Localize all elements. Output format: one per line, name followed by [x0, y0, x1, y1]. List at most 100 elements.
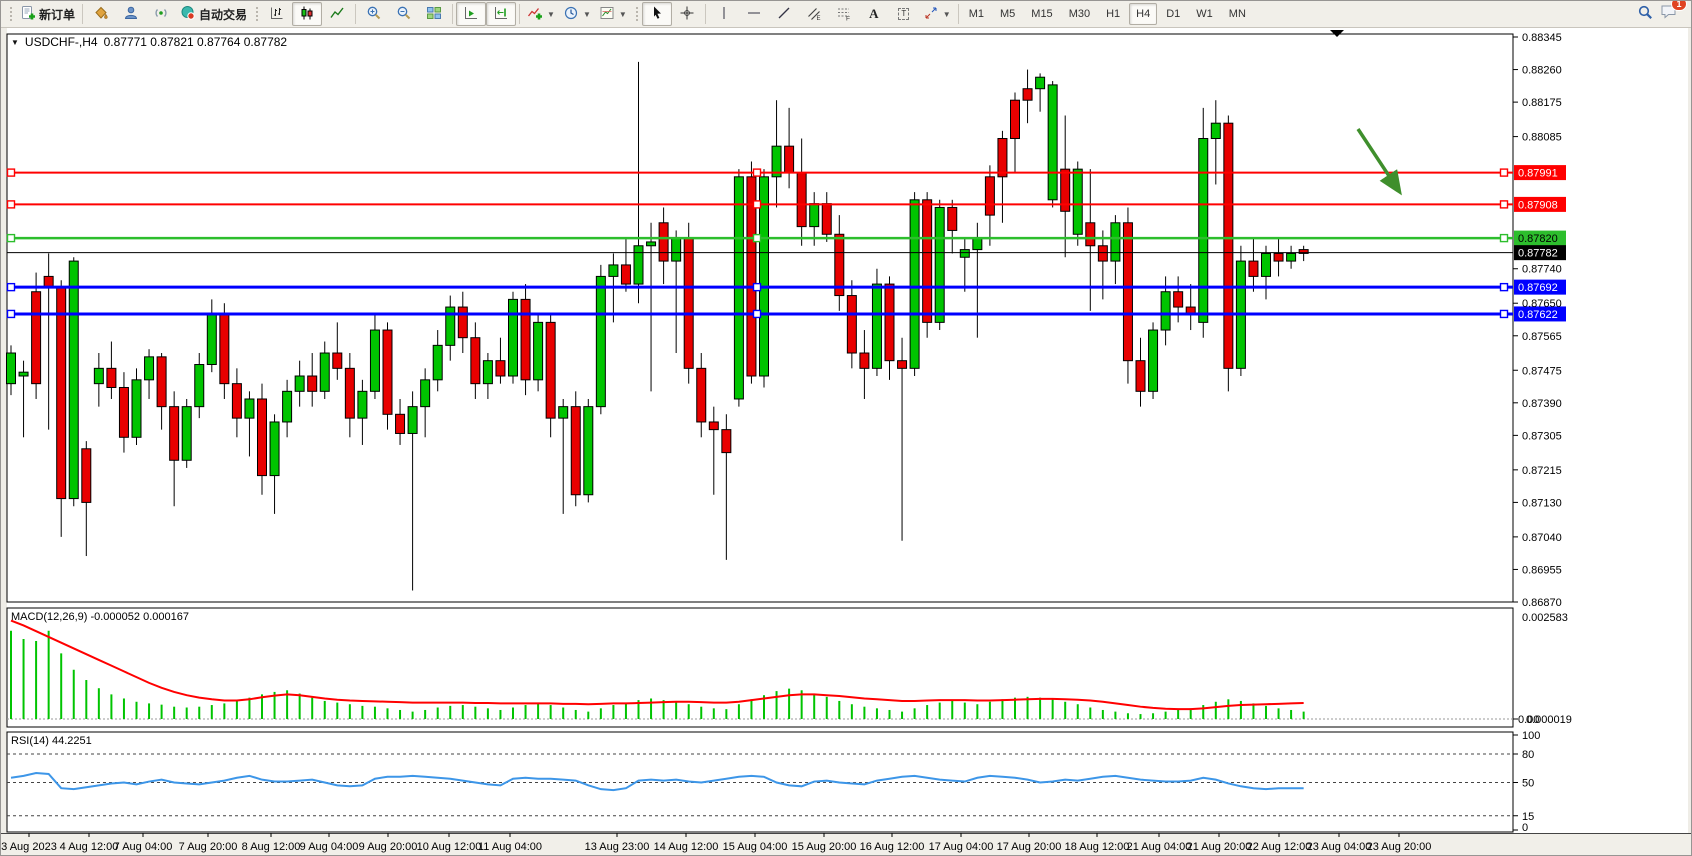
candle — [332, 322, 343, 380]
candle — [620, 238, 631, 292]
channel-icon: E — [806, 5, 822, 24]
candle — [934, 199, 945, 331]
candlestick-chart-button[interactable] — [292, 2, 323, 26]
label-tool-button[interactable]: T — [889, 2, 919, 26]
price-level-line[interactable] — [6, 200, 1513, 209]
candle — [457, 291, 468, 354]
candle — [43, 253, 54, 430]
line-handle — [1499, 309, 1509, 319]
signals-button[interactable] — [146, 2, 176, 26]
cursor-arrow-icon — [649, 5, 665, 24]
timeframe-button-h1[interactable]: H1 — [1106, 8, 1121, 20]
rsi-line — [10, 771, 1304, 792]
zoom-in-button[interactable] — [359, 2, 389, 26]
svg-text:0.87390: 0.87390 — [1522, 398, 1562, 410]
candle — [997, 130, 1008, 223]
chart-shift-button[interactable] — [486, 2, 517, 26]
text-tool-button[interactable]: A — [859, 2, 889, 26]
candle — [1122, 207, 1133, 384]
candle — [231, 368, 242, 438]
timeframe-button-m30[interactable]: M30 — [1068, 8, 1091, 20]
price-level-line[interactable] — [6, 168, 1513, 177]
trendline-tool-button[interactable] — [769, 2, 799, 26]
fibonacci-tool-button[interactable]: F — [829, 2, 859, 26]
last-bar-marker — [1330, 30, 1344, 37]
trend-arrow-annotation[interactable] — [1356, 128, 1402, 196]
candle — [1185, 284, 1196, 331]
price-axis[interactable]: 0.88345 0.88260 0.88175 0.88085 0.87740 0.876… — [1513, 32, 1562, 609]
svg-text:9 Aug 20:00: 9 Aug 20:00 — [359, 841, 418, 853]
svg-text:0.88085: 0.88085 — [1522, 132, 1562, 144]
fibonacci-icon: F — [836, 5, 852, 24]
chart-client-area: 0.87991 0.87908 0.87820 0.87692 0.87622 0.877… — [1, 28, 1692, 856]
svg-text:13 Aug 23:00: 13 Aug 23:00 — [585, 841, 650, 853]
svg-text:15 Aug 04:00: 15 Aug 04:00 — [723, 841, 788, 853]
zoom-out-button[interactable] — [389, 2, 419, 26]
svg-text:7 Aug 04:00: 7 Aug 04:00 — [114, 841, 173, 853]
chart-ohlc-values: 0.87771 0.87821 0.87764 0.87782 — [103, 35, 288, 49]
tile-windows-button[interactable] — [419, 2, 449, 26]
timeframe-button-h4[interactable]: H4 — [1129, 3, 1158, 25]
line-handle — [6, 282, 16, 292]
candle — [1261, 245, 1271, 300]
crosshair-button[interactable] — [672, 2, 702, 26]
notifications-button[interactable]: 1 — [1660, 1, 1687, 25]
svg-text:0.87692: 0.87692 — [1518, 282, 1558, 294]
candle — [219, 303, 230, 399]
timeframe-button-m5[interactable]: M5 — [1000, 8, 1016, 20]
styles-bucket-button[interactable] — [86, 2, 116, 26]
arrows-tool-button[interactable]: ▼ — [919, 2, 955, 26]
price-level-line[interactable] — [6, 233, 1513, 243]
symbol-dropdown-icon[interactable]: ▼ — [11, 37, 19, 47]
auto-trading-label: 自动交易 — [199, 7, 248, 22]
timeframe-button-w1[interactable]: W1 — [1196, 8, 1213, 20]
candlestick-icon — [299, 5, 315, 24]
indicators-button[interactable]: ▼ — [523, 2, 559, 26]
channel-tool-button[interactable]: E — [799, 2, 829, 26]
price-level-line[interactable] — [6, 282, 1513, 292]
new-order-button[interactable]: 新订单 — [16, 2, 79, 26]
timeframe-button-mn[interactable]: MN — [1228, 8, 1246, 20]
auto-scroll-button[interactable] — [456, 2, 487, 26]
vertical-line-tool-button[interactable] — [709, 2, 739, 26]
svg-text:0.87991: 0.87991 — [1518, 168, 1558, 180]
svg-text:0.000019: 0.000019 — [1526, 714, 1572, 726]
zoom-out-icon — [396, 5, 412, 24]
candle — [1085, 169, 1096, 311]
candle — [746, 161, 757, 384]
template-icon — [599, 5, 615, 24]
candle — [282, 379, 293, 438]
timeframe-button-m15[interactable]: M15 — [1031, 8, 1053, 20]
time-axis[interactable]: 3 Aug 2023 4 Aug 12:007 Aug 04:00 7 Aug 20… — [1, 833, 1431, 853]
candle — [1135, 337, 1146, 407]
horizontal-line-tool-button[interactable] — [739, 2, 769, 26]
candle — [1173, 276, 1184, 323]
profiles-button[interactable] — [116, 2, 146, 26]
candle — [206, 299, 217, 373]
svg-text:15: 15 — [1522, 811, 1534, 823]
timeframe-button-d1[interactable]: D1 — [1166, 8, 1181, 20]
chart-canvas[interactable]: 0.87991 0.87908 0.87820 0.87692 0.87622 0.877… — [1, 28, 1692, 856]
search-button[interactable] — [1630, 2, 1660, 26]
candle — [93, 353, 104, 407]
candle — [407, 391, 418, 591]
toolbar-separator — [519, 4, 521, 24]
cursor-button[interactable] — [641, 2, 672, 26]
candle — [1210, 100, 1221, 185]
line-handle — [752, 233, 762, 243]
candle — [784, 107, 795, 189]
macd-plot: 0.002583 0.000.000019 — [7, 612, 1572, 726]
bar-chart-button[interactable] — [262, 2, 292, 26]
templates-button[interactable]: ▼ — [595, 2, 631, 26]
candle — [972, 222, 983, 338]
candle — [533, 314, 544, 392]
auto-trading-button[interactable]: 自动交易 — [176, 2, 251, 26]
zoom-in-icon — [366, 5, 382, 24]
price-level-line[interactable] — [6, 309, 1513, 319]
line-handle — [6, 200, 16, 209]
candle — [871, 268, 882, 376]
periods-button[interactable]: ▼ — [559, 2, 595, 26]
line-chart-button[interactable] — [322, 2, 352, 26]
candle — [1010, 92, 1020, 173]
timeframe-button-m1[interactable]: M1 — [968, 8, 984, 20]
